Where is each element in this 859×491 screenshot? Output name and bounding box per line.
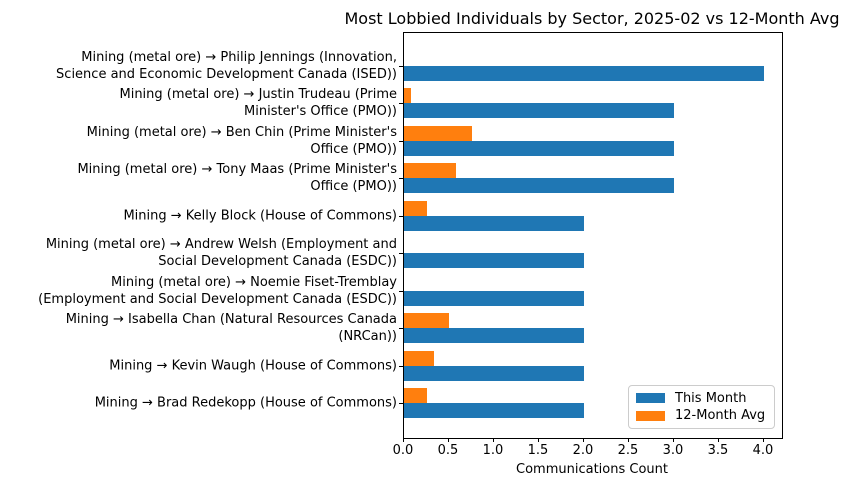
y-tick-mark bbox=[399, 66, 403, 67]
x-tick-label: 4.0 bbox=[752, 443, 774, 458]
y-tick-mark bbox=[399, 403, 403, 404]
x-tick-mark bbox=[763, 438, 764, 442]
y-tick-mark bbox=[399, 253, 403, 254]
x-tick-mark bbox=[718, 438, 719, 442]
legend-swatch bbox=[636, 410, 665, 421]
y-tick-label: Mining (metal ore) → Tony Maas (Prime Mi… bbox=[77, 162, 397, 195]
legend-label: This Month bbox=[675, 390, 747, 406]
y-tick-label: Mining (metal ore) → Noemie Fiset-Trembl… bbox=[38, 274, 397, 307]
y-tick-label: Mining → Kevin Waugh (House of Commons) bbox=[109, 358, 397, 374]
x-tick-label: 0.0 bbox=[392, 443, 414, 458]
x-axis-label: Communications Count bbox=[516, 462, 668, 477]
x-tick-label: 3.5 bbox=[707, 443, 729, 458]
y-tick-label: Mining → Kelly Block (House of Commons) bbox=[123, 208, 397, 224]
y-tick-label: Mining → Brad Redekopp (House of Commons… bbox=[94, 395, 397, 411]
bar-this-month bbox=[404, 215, 584, 231]
x-tick-mark bbox=[673, 438, 674, 442]
legend-row: 12-Month Avg bbox=[636, 408, 767, 423]
bar-this-month bbox=[404, 178, 674, 194]
x-tick-label: 1.5 bbox=[527, 443, 549, 458]
bar-this-month bbox=[404, 365, 584, 381]
legend-swatch bbox=[636, 393, 665, 404]
x-tick-mark bbox=[583, 438, 584, 442]
bar-this-month bbox=[404, 403, 584, 419]
bar-12-month-avg bbox=[404, 125, 472, 141]
x-tick-label: 1.0 bbox=[482, 443, 504, 458]
legend-label: 12-Month Avg bbox=[675, 408, 766, 424]
y-tick-mark bbox=[399, 216, 403, 217]
bar-12-month-avg bbox=[404, 388, 427, 404]
y-tick-mark bbox=[399, 328, 403, 329]
x-tick-label: 2.0 bbox=[572, 443, 594, 458]
legend-row: This Month bbox=[636, 391, 767, 406]
y-tick-mark bbox=[399, 366, 403, 367]
y-tick-label: Mining → Isabella Chan (Natural Resource… bbox=[65, 312, 397, 345]
x-tick-mark bbox=[538, 438, 539, 442]
y-tick-mark bbox=[399, 141, 403, 142]
bar-this-month bbox=[404, 290, 584, 306]
legend: This Month 12-Month Avg bbox=[628, 385, 775, 429]
y-tick-mark bbox=[399, 103, 403, 104]
x-tick-mark bbox=[448, 438, 449, 442]
x-tick-label: 0.5 bbox=[437, 443, 459, 458]
x-tick-label: 2.5 bbox=[617, 443, 639, 458]
x-tick-mark bbox=[403, 438, 404, 442]
y-tick-mark bbox=[399, 291, 403, 292]
bar-12-month-avg bbox=[404, 350, 434, 366]
bar-this-month bbox=[404, 103, 674, 119]
bar-12-month-avg bbox=[404, 88, 411, 104]
y-tick-label: Mining (metal ore) → Ben Chin (Prime Min… bbox=[86, 124, 397, 157]
bar-this-month bbox=[404, 65, 764, 81]
bar-12-month-avg bbox=[404, 200, 427, 216]
chart-title: Most Lobbied Individuals by Sector, 2025… bbox=[344, 9, 840, 28]
y-tick-label: Mining (metal ore) → Andrew Welsh (Emplo… bbox=[45, 237, 397, 270]
y-tick-mark bbox=[399, 178, 403, 179]
bar-12-month-avg bbox=[404, 313, 449, 329]
y-tick-label: Mining (metal ore) → Justin Trudeau (Pri… bbox=[119, 87, 397, 120]
x-tick-label: 3.0 bbox=[662, 443, 684, 458]
y-tick-label: Mining (metal ore) → Philip Jennings (In… bbox=[56, 49, 397, 82]
bar-this-month bbox=[404, 253, 584, 269]
bar-this-month bbox=[404, 140, 674, 156]
bar-12-month-avg bbox=[404, 163, 456, 179]
x-tick-mark bbox=[493, 438, 494, 442]
x-tick-mark bbox=[628, 438, 629, 442]
bar-this-month bbox=[404, 328, 584, 344]
